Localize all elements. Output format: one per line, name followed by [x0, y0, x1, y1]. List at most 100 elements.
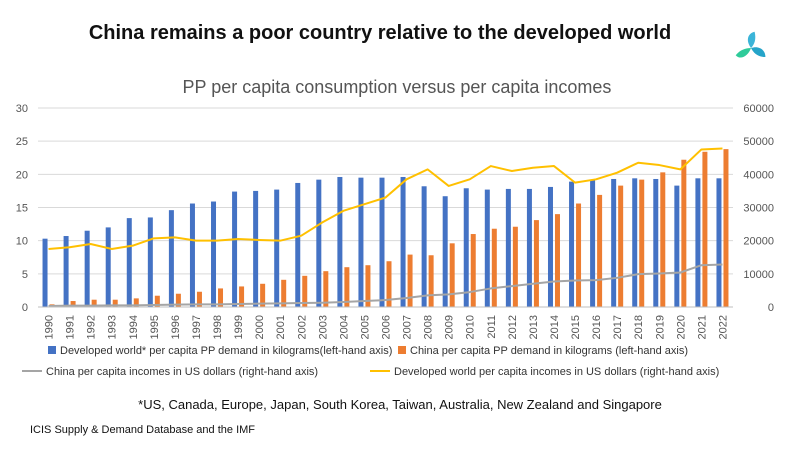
developed-demand-bar — [569, 181, 575, 307]
legend-china-demand: China per capita PP demand in kilograms … — [398, 345, 688, 357]
logo-petal-right — [751, 47, 766, 57]
headline: China remains a poor country relative to… — [88, 22, 672, 44]
line-layer — [48, 147, 723, 308]
developed-demand-bar — [421, 186, 427, 307]
developed-demand-bar — [126, 218, 132, 307]
china-demand-bar — [175, 293, 181, 307]
china-demand-bar — [70, 301, 76, 307]
x-tick-label: 1999 — [233, 315, 245, 339]
logo-petal-top — [747, 31, 756, 48]
x-tick-label: 2007 — [402, 315, 414, 339]
source-note: ICIS Supply & Demand Database and the IM… — [30, 424, 256, 436]
china-demand-bar — [407, 254, 413, 307]
x-tick-label: 2013 — [528, 315, 540, 339]
legend-developed-demand: Developed world* per capita PP demand in… — [48, 345, 392, 357]
legend-label: Developed world per capita incomes in US… — [394, 366, 719, 378]
x-tick-label: 1998 — [212, 315, 224, 339]
y-left-tick-label: 20 — [16, 169, 28, 181]
x-tick-label: 2001 — [275, 315, 287, 339]
icis-logo — [735, 31, 766, 58]
developed-demand-bar — [611, 178, 617, 307]
x-tick-label: 2016 — [591, 315, 603, 339]
developed-demand-bar — [590, 179, 596, 307]
chart-title: PP per capita consumption versus per cap… — [183, 77, 612, 97]
legend-label: China per capita PP demand in kilograms … — [410, 345, 688, 357]
x-tick-label: 2002 — [296, 315, 308, 339]
china-demand-bar — [449, 243, 455, 307]
x-tick-label: 2008 — [423, 315, 435, 339]
china-demand-bar — [281, 279, 287, 307]
x-tick-label: 2011 — [486, 315, 498, 339]
developed-demand-bar — [674, 185, 680, 307]
china-demand-bar — [218, 288, 224, 307]
y-left-tick-label: 5 — [22, 269, 28, 281]
china-income-line — [48, 263, 723, 308]
x-tick-label: 1996 — [170, 315, 182, 339]
developed-demand-bar — [211, 201, 217, 307]
x-tick-label: 2010 — [465, 315, 477, 339]
bar-layer — [42, 149, 729, 307]
x-tick-label: 2000 — [254, 315, 266, 339]
developed-demand-bar — [63, 236, 69, 307]
developed-demand-bar — [716, 178, 722, 307]
y-right-tick-label: 50000 — [743, 136, 774, 148]
developed-demand-bar — [316, 179, 322, 307]
x-tick-label: 2021 — [696, 315, 708, 339]
legend-label: Developed world* per capita PP demand in… — [60, 345, 392, 357]
china-demand-bar — [302, 275, 308, 307]
china-demand-bar — [91, 299, 97, 307]
developed-demand-bar — [547, 186, 553, 307]
developed-demand-bar — [379, 177, 385, 307]
x-tick-label: 2018 — [633, 315, 645, 339]
developed-demand-bar — [484, 189, 490, 307]
developed-demand-bar — [695, 178, 701, 307]
y-right-tick-label: 30000 — [743, 203, 774, 215]
developed-demand-bar — [632, 178, 638, 307]
developed-demand-bar — [147, 217, 153, 307]
developed-demand-bar — [505, 188, 511, 307]
y-left-tick-label: 15 — [16, 203, 28, 215]
china-demand-bar — [344, 267, 350, 307]
developed-demand-bar — [274, 189, 280, 307]
developed-demand-bar — [337, 176, 343, 307]
developed-demand-bar — [463, 188, 469, 307]
china-demand-bar — [702, 151, 708, 307]
developed-demand-bar — [42, 238, 48, 307]
legend-china-income: China per capita incomes in US dollars (… — [22, 366, 318, 378]
legend: Developed world* per capita PP demand in… — [22, 345, 719, 378]
china-demand-bar — [681, 159, 687, 307]
x-tick-label: 2015 — [570, 315, 582, 339]
x-tick-label: 1995 — [149, 315, 161, 339]
china-demand-bar — [723, 149, 729, 307]
developed-demand-bar — [400, 176, 406, 307]
china-demand-bar — [491, 228, 497, 307]
china-demand-bar — [618, 185, 624, 307]
x-tick-label: 2012 — [507, 315, 519, 339]
legend-swatch — [398, 346, 406, 354]
x-tick-label: 2014 — [549, 315, 561, 339]
developed-income-line — [48, 147, 723, 250]
china-demand-bar — [576, 203, 582, 307]
y-right-tick-label: 20000 — [743, 236, 774, 248]
x-tick-label: 1993 — [107, 315, 119, 339]
developed-demand-bar — [442, 196, 448, 307]
china-demand-bar — [133, 298, 139, 307]
developed-demand-bar — [168, 210, 174, 307]
china-demand-bar — [154, 295, 160, 307]
y-right-tick-label: 0 — [768, 302, 774, 314]
footnote: *US, Canada, Europe, Japan, South Korea,… — [138, 397, 662, 412]
china-demand-bar — [112, 299, 118, 307]
x-tick-label: 1997 — [191, 315, 203, 339]
logo-petal-left — [735, 48, 751, 58]
china-demand-bar — [512, 226, 518, 307]
china-demand-bar — [554, 214, 560, 307]
china-demand-bar — [196, 291, 202, 307]
x-tick-label: 1994 — [128, 315, 140, 339]
axis-layer: 0 5 10 15 20 25 30 0 10000 20000 30000 40000 50000 60… — [16, 103, 774, 339]
china-demand-bar — [386, 261, 392, 307]
developed-demand-bar — [232, 191, 238, 307]
china-demand-bar — [470, 234, 476, 307]
y-left-tick-label: 10 — [16, 236, 28, 248]
china-demand-bar — [660, 172, 666, 307]
developed-demand-bar — [105, 227, 111, 307]
